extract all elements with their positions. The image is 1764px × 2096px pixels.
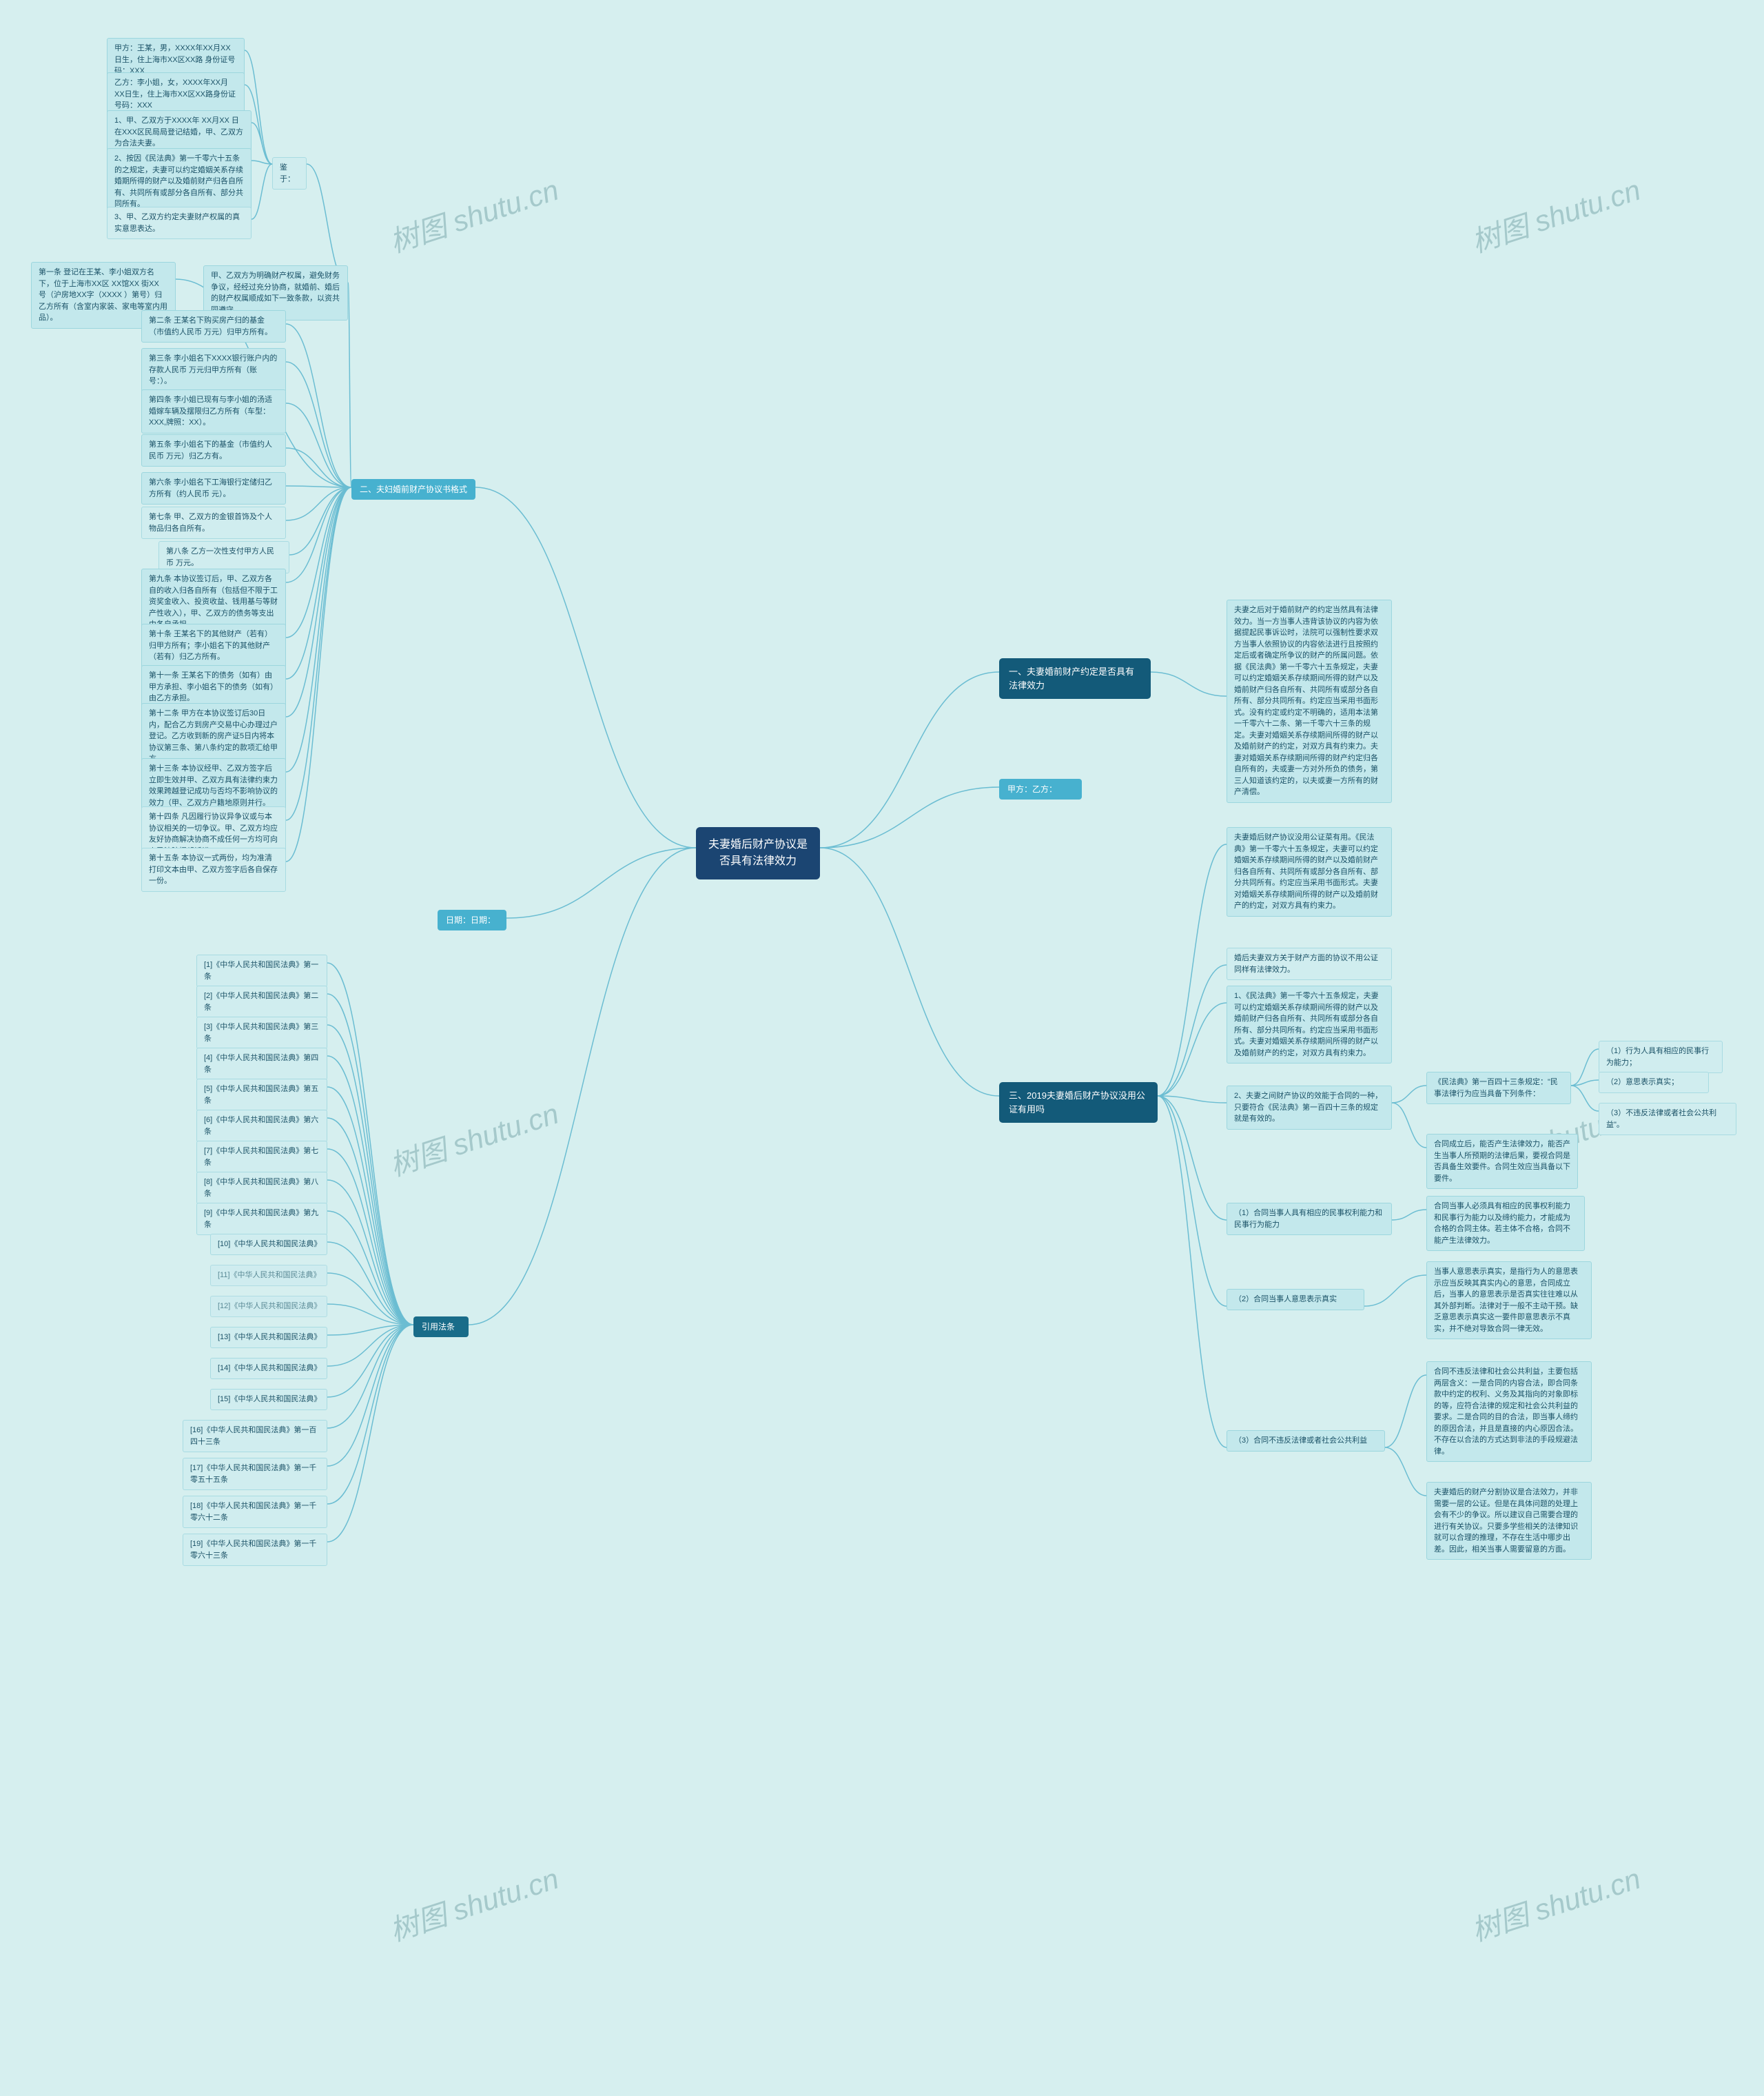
reference-item: [1]《中华人民共和国民法典》第一条 xyxy=(196,955,327,987)
branch-3-leaf: （3）合同不违反法律或者社会公共利益 xyxy=(1227,1430,1385,1452)
branch-3-subleaf: 合同不违反法律和社会公共利益，主要包括两层含义：一是合同的内容合法，即合同条款中… xyxy=(1426,1361,1592,1462)
branch-2-clause: 第十三条 本协议经甲、乙双方签字后立即生效并甲、乙双方具有法律约束力效果跨越登记… xyxy=(141,758,286,813)
reference-item: [13]《中华人民共和国民法典》 xyxy=(210,1327,327,1348)
reference-item: [12]《中华人民共和国民法典》 xyxy=(210,1296,327,1317)
branch-3-subsubleaf: （2）意思表示真实； xyxy=(1599,1072,1709,1093)
branch-date: 日期：日期： xyxy=(438,910,506,930)
branch-3-subsubleaf: （3）不违反法律或者社会公共利益"。 xyxy=(1599,1103,1736,1135)
branch-2-clause: 第十一条 王某名下的债务（如有）由甲方承担、李小姐名下的债务（如有）由乙方承担。 xyxy=(141,665,286,709)
branch-2-clause: 第十条 王某名下的其他财产（若有）归甲方所有；李小姐名下的其他财产（若有）归乙方… xyxy=(141,624,286,668)
branch-2-clause: 第六条 李小姐名下工海银行定储归乙方所有（约人民币 元）。 xyxy=(141,472,286,505)
reference-item: [10]《中华人民共和国民法典》 xyxy=(210,1234,327,1255)
reference-item: [3]《中华人民共和国民法典》第三条 xyxy=(196,1017,327,1049)
branch-2-clause: 第十五条 本协议一式两份，均为准清打印文本由甲、乙双方签字后各自保存一份。 xyxy=(141,848,286,892)
reference-item: [16]《中华人民共和国民法典》第一百四十三条 xyxy=(183,1420,327,1452)
branch-2-clause: 第三条 李小姐名下XXXX银行账户内的存款人民币 万元归甲方所有（账号：）。 xyxy=(141,348,286,392)
reference-item: [4]《中华人民共和国民法典》第四条 xyxy=(196,1048,327,1080)
reference-item: [18]《中华人民共和国民法典》第一千零六十二条 xyxy=(183,1496,327,1528)
branch-3-subleaf: 夫妻婚后的财产分割协议是合法效力，并非需要一层的公证。但是在具体问题的处理上会有… xyxy=(1426,1482,1592,1560)
branch-2: 二、夫妇婚前财产协议书格式 xyxy=(351,479,475,500)
branch-3-leaf: 2、夫妻之间财产协议的效能于合同的一种，只要符合《民法典》第一百四十三条的规定就… xyxy=(1227,1086,1392,1130)
branch-2-clause: 第四条 李小姐已现有与李小姐的汤适婚嫁车辆及摆限归乙方所有（车型：XXX,牌照：… xyxy=(141,389,286,434)
branch-2-clause: 第七条 甲、乙双方的金银首饰及个人物品归各自所有。 xyxy=(141,507,286,539)
reference-item: [2]《中华人民共和国民法典》第二条 xyxy=(196,986,327,1018)
watermark: 树图 shutu.cn xyxy=(384,1090,564,1185)
reference-item: [11]《中华人民共和国民法典》 xyxy=(210,1265,327,1286)
jianyu-label: 鉴于： xyxy=(272,157,307,190)
branch-parties: 甲方：乙方： xyxy=(999,779,1082,800)
reference-item: [15]《中华人民共和国民法典》 xyxy=(210,1389,327,1410)
root-node: 夫妻婚后财产协议是否具有法律效力 xyxy=(696,827,820,879)
reference-item: [5]《中华人民共和国民法典》第五条 xyxy=(196,1079,327,1111)
branch-1: 一、夫妻婚前财产约定是否具有法律效力 xyxy=(999,658,1151,699)
branch-3-leaf: （2）合同当事人意思表示真实 xyxy=(1227,1289,1364,1310)
branch-3-leaf: （1）合同当事人具有相应的民事权利能力和民事行为能力 xyxy=(1227,1203,1392,1235)
watermark: 树图 shutu.cn xyxy=(1466,167,1645,261)
branch-2-head: 乙方：李小姐，女，XXXX年XX月XX日生，住上海市XX区XX路身份证号码：XX… xyxy=(107,72,245,116)
watermark: 树图 shutu.cn xyxy=(1466,1855,1645,1950)
reference-item: [8]《中华人民共和国民法典》第八条 xyxy=(196,1172,327,1204)
branch-3-subsubleaf: （1）行为人具有相应的民事行为能力； xyxy=(1599,1041,1723,1073)
reference-item: [9]《中华人民共和国民法典》第九条 xyxy=(196,1203,327,1235)
branch-3-subleaf: 合同当事人必须具有相应的民事权利能力和民事行为能力以及缔约能力，才能成为合格的合… xyxy=(1426,1196,1585,1251)
branch-2-head: 3、甲、乙双方约定夫妻财产权属的真实意思表达。 xyxy=(107,207,252,239)
watermark: 树图 shutu.cn xyxy=(384,1855,564,1950)
reference-item: [17]《中华人民共和国民法典》第一千零五十五条 xyxy=(183,1458,327,1490)
branch-3-subleaf: 当事人意思表示真实，是指行为人的意思表示应当反映其真实内心的意思，合同成立后，当… xyxy=(1426,1261,1592,1339)
reference-item: [14]《中华人民共和国民法典》 xyxy=(210,1358,327,1379)
branch-references: 引用法条 xyxy=(413,1316,469,1337)
branch-3: 三、2019夫妻婚后财产协议没用公证有用吗 xyxy=(999,1082,1158,1123)
branch-2-head: 1、甲、乙双方于XXXX年 XX月XX 日在XXX区民局局登记结婚，甲、乙双方为… xyxy=(107,110,252,154)
branch-3-subleaf: 合同成立后，能否产生法律效力，能否产生当事人所预期的法律后果，要视合同是否具备生… xyxy=(1426,1134,1578,1189)
branch-2-clause: 第二条 王某名下购买房产归的基金（市值约人民币 万元）归甲方所有。 xyxy=(141,310,286,343)
reference-item: [19]《中华人民共和国民法典》第一千零六十三条 xyxy=(183,1534,327,1566)
watermark: 树图 shutu.cn xyxy=(384,167,564,261)
reference-item: [7]《中华人民共和国民法典》第七条 xyxy=(196,1141,327,1173)
branch-2-clause: 第五条 李小姐名下的基金（市值约人民币 万元）归乙方有。 xyxy=(141,434,286,467)
branch-3-leaf: 婚后夫妻双方关于财产方面的协议不用公证同样有法律效力。 xyxy=(1227,948,1392,980)
branch-3-leaf: 夫妻婚后财产协议没用公证菜有用。《民法典》第一千零六十五条规定，夫妻可以约定婚姻… xyxy=(1227,827,1392,917)
branch-2-head: 2、按因《民法典》第一千零六十五条的之规定，夫妻可以约定婚姻关系存续婚期所得的财… xyxy=(107,148,252,215)
branch-3-leaf: 1、《民法典》第一千零六十五条规定，夫妻可以约定婚姻关系存续期间所得的财产以及婚… xyxy=(1227,986,1392,1064)
branch-3-subleaf: 《民法典》第一百四十三条规定："民事法律行为应当具备下列条件： xyxy=(1426,1072,1571,1104)
reference-item: [6]《中华人民共和国民法典》第六条 xyxy=(196,1110,327,1142)
branch-1-leaf: 夫妻之后对于婚前财产的约定当然具有法律效力。当一方当事人违背该协议的内容为依据提… xyxy=(1227,600,1392,803)
